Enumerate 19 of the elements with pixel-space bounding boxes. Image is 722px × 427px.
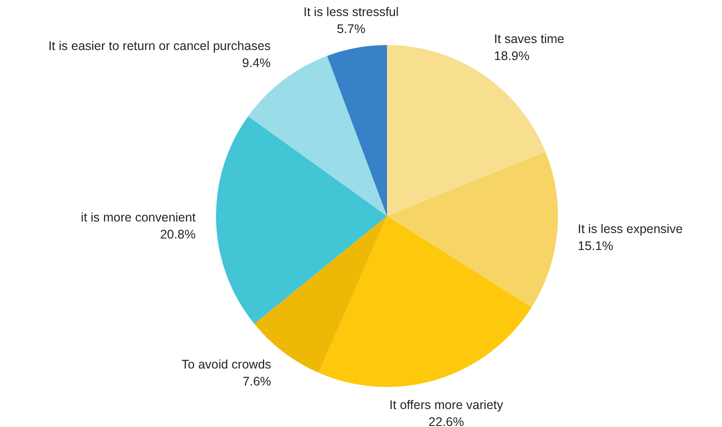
- pie-slice: [387, 152, 558, 308]
- data-label: 18.9%: [494, 49, 530, 64]
- slice-label: it is more convenient: [80, 210, 196, 225]
- slice-label: To avoid crowds: [182, 358, 272, 372]
- data-label: 9.4%: [242, 56, 271, 70]
- data-label: 7.6%: [242, 374, 272, 389]
- slice-label: It saves time: [494, 32, 564, 46]
- data-label: 5.7%: [336, 22, 366, 36]
- slice-label: It is less stressful: [304, 5, 399, 19]
- data-label: 22.6%: [428, 414, 464, 427]
- pie-slice: [327, 45, 387, 216]
- slice-label: It offers more variety: [389, 398, 504, 412]
- data-label: 20.8%: [160, 228, 196, 242]
- pie-slice: [318, 216, 532, 387]
- pie-slice: [387, 45, 546, 216]
- slice-label: It is less expensive: [578, 222, 683, 236]
- slice-label: It is easier to return or cancel purchases: [48, 38, 271, 53]
- data-label: 15.1%: [578, 239, 614, 254]
- pie-slice: [216, 116, 387, 324]
